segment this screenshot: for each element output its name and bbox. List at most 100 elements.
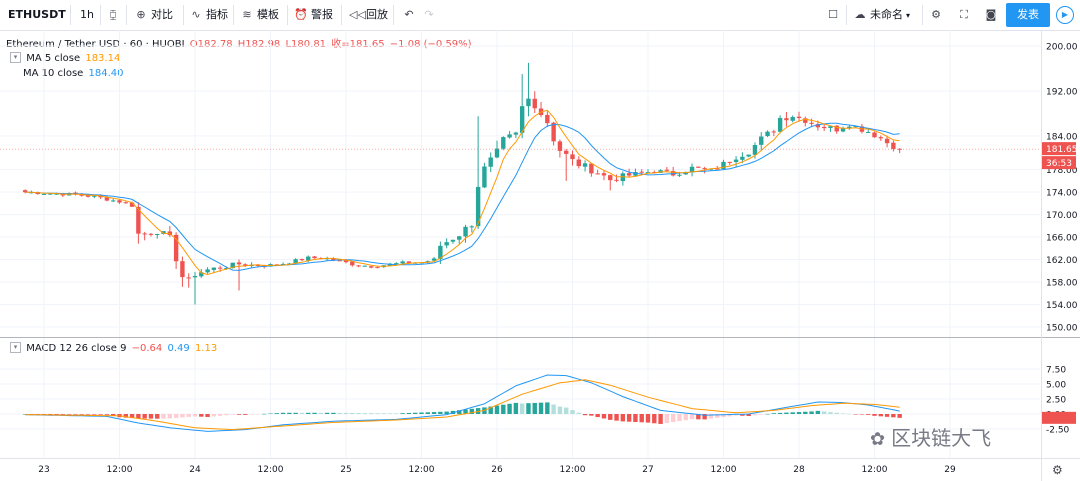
ma10-legend[interactable]: MA 10 close 184.40 (23, 68, 126, 79)
macd-hist-value: −0.64 (131, 342, 163, 354)
alert-button[interactable]: ⏰ 警报 (294, 0, 333, 30)
macd-histogram-bar (66, 414, 72, 415)
candle-body (872, 132, 877, 138)
candle-body (48, 193, 53, 195)
candle-body (469, 226, 475, 228)
candle-body (136, 206, 141, 234)
macd-histogram-bar (501, 404, 506, 414)
candle-body (821, 126, 827, 129)
interval-button[interactable]: 1h (80, 8, 94, 21)
macd-histogram-bar (255, 414, 261, 415)
candle-body (60, 193, 66, 196)
price-tick-label: 192.00 (1046, 87, 1078, 97)
square-icon: ☐ (828, 8, 838, 21)
macd-histogram-bar (41, 414, 47, 415)
macd-histogram-bar (211, 414, 217, 417)
ma5-label: MA 5 close (26, 52, 81, 64)
time-tick-label: 26 (491, 465, 503, 475)
compare-button[interactable]: ⊕ 对比 (134, 0, 173, 30)
macd-histogram-bar (356, 413, 361, 414)
macd-histogram-bar (859, 414, 865, 415)
macd-histogram-bar (362, 413, 368, 414)
candle-body (564, 150, 569, 154)
macd-line (25, 374, 900, 432)
candle-body (859, 126, 865, 132)
publish-button[interactable]: 发表 (1006, 3, 1050, 27)
candle-body (35, 192, 40, 195)
toolbar-divider (100, 5, 101, 25)
candle-body (589, 163, 594, 174)
macd-histogram-bar (752, 414, 758, 416)
macd-histogram-bar (897, 414, 902, 418)
candle-body (463, 226, 468, 237)
replay-button[interactable]: ◁◁回放 (349, 0, 388, 30)
indicators-button[interactable]: ∿ 指标 (189, 0, 228, 30)
price-tick-label: 174.00 (1046, 189, 1078, 199)
candle-body (501, 137, 506, 149)
macd-histogram-bar (287, 412, 292, 414)
macd-histogram-bar (350, 412, 355, 414)
layout-name-button[interactable]: ☁ 未命名 ▾ (853, 0, 911, 30)
undo-button[interactable]: ↶ (402, 0, 419, 30)
time-tick-label: 12:00 (862, 465, 888, 475)
macd-histogram-bar (545, 402, 550, 414)
candle-body (98, 195, 103, 198)
candle-body (425, 261, 430, 263)
candle-body (582, 163, 588, 167)
macd-histogram-bar (834, 412, 839, 414)
macd-histogram-bar (29, 414, 34, 415)
candle-body (123, 202, 128, 204)
candle-body (413, 262, 418, 264)
redo-button[interactable]: ↷ (422, 0, 439, 30)
candle-body (853, 126, 858, 128)
candle-body (268, 264, 273, 267)
macd-tick-label: 2.50 (1046, 396, 1066, 406)
settings-button[interactable]: ⚙ (929, 0, 946, 30)
candle-body (891, 142, 896, 149)
candle-body (236, 262, 242, 265)
price-tick-label: 166.00 (1046, 234, 1078, 244)
macd-hist-badge (1042, 411, 1076, 424)
macd-signal-line (25, 379, 900, 431)
indicator-icon: ∿ (191, 8, 201, 21)
candle-body (243, 264, 248, 266)
collapse-icon[interactable]: ▾ (10, 342, 21, 353)
macd-histogram-bar (746, 414, 751, 416)
macd-histogram-bar (205, 414, 210, 417)
ma5-legend[interactable]: ▾ MA 5 close 183.14 (10, 52, 122, 64)
macd-histogram-bar (721, 414, 726, 418)
toolbar-divider (70, 5, 71, 25)
candle-body (765, 131, 770, 137)
macd-histogram-bar (670, 414, 676, 423)
candle-body (752, 144, 758, 155)
candle-body (664, 169, 670, 171)
candle-body (22, 190, 28, 193)
candle-body (696, 166, 701, 168)
candle-body (771, 131, 777, 133)
macd-histogram-bar (840, 413, 846, 414)
candle-body (878, 137, 883, 139)
candle-body (161, 231, 166, 234)
plus-circle-icon: ⊕ (136, 8, 146, 21)
macd-histogram-bar (494, 405, 500, 414)
macd-histogram-bar (35, 414, 40, 415)
macd-histogram-bar (243, 414, 248, 415)
macd-histogram-bar (872, 414, 877, 416)
candle-body (400, 261, 405, 264)
candle-body (324, 258, 330, 260)
symbol-search[interactable]: ETHUSDT (8, 8, 66, 21)
macd-legend[interactable]: ▾ MACD 12 26 close 9 −0.64 0.49 1.13 (10, 342, 219, 354)
toolbar-divider (846, 5, 847, 25)
snapshot-button[interactable]: ◙ (984, 0, 1001, 30)
play-icon[interactable]: ▶ (1056, 6, 1074, 24)
cloud-icon: ☁ (854, 8, 866, 21)
collapse-icon[interactable]: ▾ (10, 52, 21, 63)
fullscreen-checkbox[interactable]: ☐ (826, 0, 843, 30)
chart-style-button[interactable]: ⧮ (106, 0, 123, 30)
fullscreen-button[interactable]: ⛶ (957, 0, 974, 30)
macd-histogram-bar (331, 412, 336, 414)
templates-button[interactable]: ≋ 模板 (240, 0, 279, 30)
macd-histogram-bar (129, 414, 135, 419)
macd-histogram-bar (73, 414, 78, 415)
candle-body (715, 168, 720, 170)
